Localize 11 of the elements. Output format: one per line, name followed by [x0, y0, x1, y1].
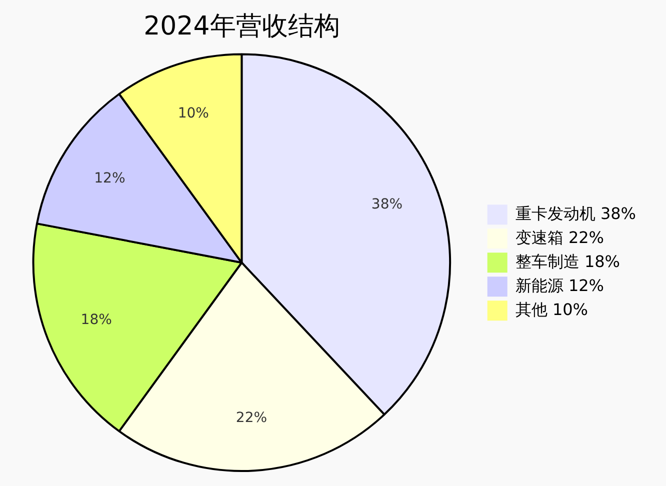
- legend-label: 重卡发动机 38%: [515, 204, 636, 223]
- data-label: 10%: [178, 106, 209, 122]
- data-label: 22%: [236, 410, 268, 426]
- data-label: 18%: [80, 312, 112, 328]
- data-label: 38%: [371, 196, 403, 213]
- chart-title: 2024年营收结构: [144, 11, 340, 42]
- data-label: 12%: [94, 170, 126, 186]
- legend-label: 整车制造 18%: [515, 252, 620, 271]
- legend-label: 变速箱 22%: [515, 228, 604, 247]
- legend-label: 新能源 12%: [515, 276, 604, 295]
- legend-label: 其他 10%: [515, 300, 588, 319]
